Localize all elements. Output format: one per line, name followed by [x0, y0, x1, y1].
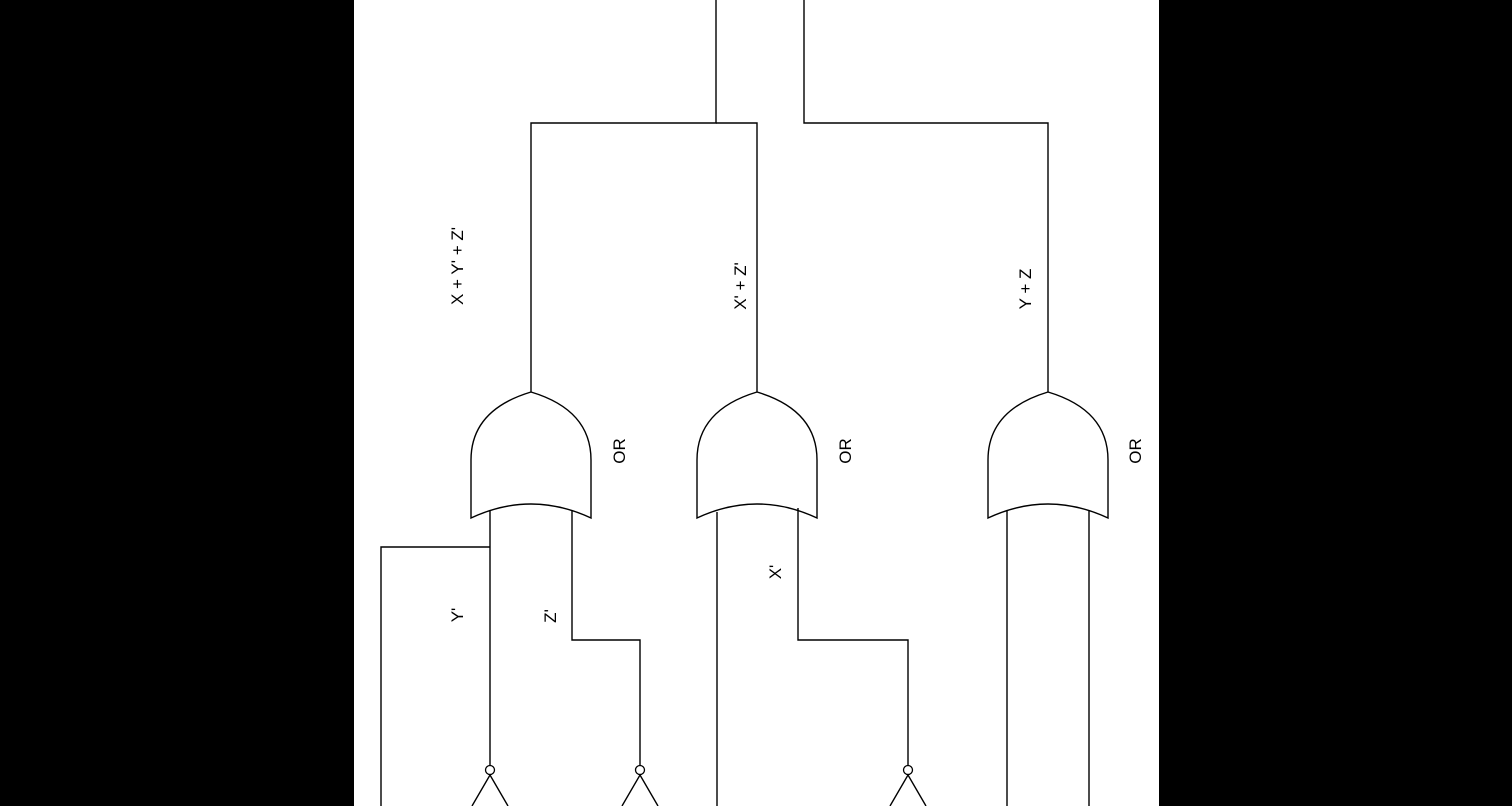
signal-label-z-not: Z': [541, 609, 560, 623]
wire-x-not: [797, 508, 909, 765]
wire-out3: [803, 0, 1049, 392]
or-gate-2: OR: [696, 391, 855, 520]
wire-out1: [530, 0, 717, 392]
top-wires: [530, 0, 1049, 392]
or-gate-3-label: OR: [1126, 438, 1145, 464]
not-gate-3-bubble: [902, 764, 914, 776]
not-gate-3: [889, 764, 927, 806]
wire-feed-left: [380, 546, 490, 806]
signal-label-out3: Y + Z: [1016, 269, 1035, 310]
not-gate-2: [621, 764, 659, 806]
not-gate-2-bubble: [634, 764, 646, 776]
wire-z-not: [571, 510, 641, 765]
signal-label-out2: X' + Z': [731, 262, 750, 310]
not-gate-1-bubble: [484, 764, 496, 776]
not-gate-1: [471, 764, 509, 806]
signal-label-out1: X + Y' + Z': [448, 227, 467, 305]
bottom-wires: [380, 508, 1090, 806]
signal-label-x-not: X': [766, 565, 785, 580]
or-gate-1-label: OR: [610, 438, 629, 464]
signal-label-y-not: Y': [448, 608, 467, 623]
or-gate-1: OR: [470, 391, 629, 520]
wire-out2: [716, 122, 758, 392]
or-gate-3: OR: [987, 391, 1145, 520]
or-gate-2-label: OR: [836, 438, 855, 464]
